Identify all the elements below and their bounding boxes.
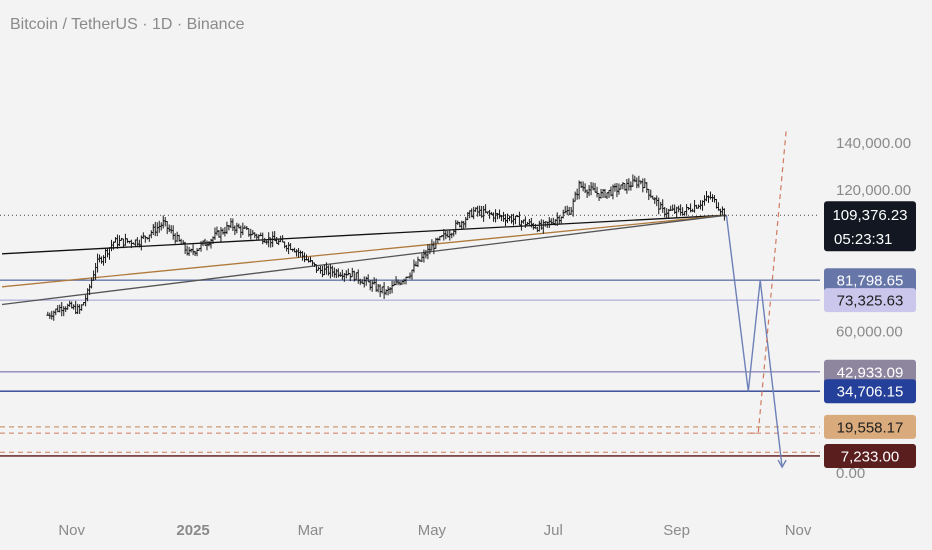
symbol-title: Bitcoin / TetherUS · 1D · Binance (10, 16, 245, 33)
price-tag-label: 73,325.63 (837, 293, 904, 310)
x-tick-label: Nov (785, 522, 812, 539)
projection-dashed-path (750, 131, 787, 434)
x-tick-label: May (418, 522, 447, 539)
current-price-label: 109,376.23 (832, 207, 907, 224)
price-tag-label: 7,233.00 (841, 448, 899, 465)
y-tick-label: 120,000.00 (836, 182, 911, 199)
x-tick-label: 2025 (176, 522, 209, 539)
price-tag-label: 19,558.17 (837, 419, 904, 436)
price-tag (824, 288, 916, 313)
price-tag-label: 81,798.65 (837, 273, 904, 290)
projection-arrowhead (777, 459, 787, 469)
y-tick-label: 140,000.00 (836, 135, 911, 152)
projection-path (725, 215, 783, 468)
x-tick-label: Nov (58, 522, 85, 539)
price-tag-label: 42,933.09 (837, 364, 904, 381)
price-tag (824, 268, 916, 293)
x-tick-label: Jul (544, 522, 563, 539)
bar-countdown-label: 05:23:31 (834, 231, 892, 248)
price-tag-label: 34,706.15 (837, 384, 904, 401)
y-tick-label: 0.00 (836, 465, 865, 482)
x-tick-label: Sep (663, 522, 690, 539)
price-tag (824, 379, 916, 404)
price-tag (824, 359, 916, 384)
x-tick-label: Mar (298, 522, 324, 539)
price-tag (824, 414, 916, 439)
y-tick-label: 60,000.00 (836, 324, 903, 341)
trendline (2, 214, 727, 255)
current-price-tag (824, 201, 916, 252)
trendline (1, 214, 727, 306)
trendline (1, 214, 727, 288)
price-tag (824, 443, 916, 468)
